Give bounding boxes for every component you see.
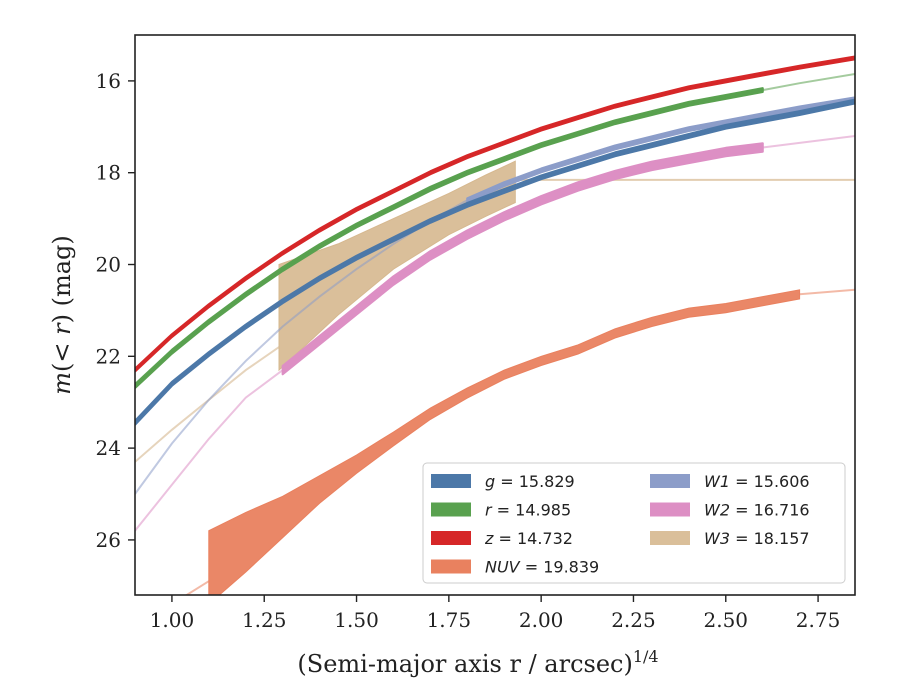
x-axis: 1.00 1.25 1.50 1.75 2.00 2.25 2.50 2.75 — [150, 595, 841, 632]
legend-item-g: g = 15.829 — [431, 472, 575, 491]
y-tick-label: 16 — [96, 69, 121, 93]
x-tick-label: 2.50 — [704, 608, 749, 632]
legend-item-r: r = 14.985 — [431, 501, 571, 520]
y-tick-label: 18 — [96, 161, 121, 185]
series-z-band — [135, 55, 855, 373]
series-nuv-faint-start — [184, 580, 210, 595]
series-w2-band — [281, 142, 764, 376]
x-tick-label: 1.25 — [242, 608, 287, 632]
legend-label-nuv: NUV = 19.839 — [485, 558, 599, 577]
x-tick-label: 1.50 — [334, 608, 379, 632]
legend-item-w3: W3 = 18.157 — [650, 529, 810, 548]
series-r-band — [135, 87, 764, 390]
legend-label-w2: W2 = 16.716 — [704, 501, 810, 520]
series-w2 — [135, 135, 855, 532]
y-axis-label-end: ) (mag) — [48, 235, 76, 323]
series-w1-band — [466, 96, 855, 204]
y-tick-label: 22 — [96, 344, 121, 368]
y-tick-label: 24 — [96, 436, 121, 460]
x-tick-label: 1.75 — [427, 608, 472, 632]
legend-swatch-r — [431, 502, 471, 517]
x-tick-label: 2.00 — [519, 608, 564, 632]
legend-swatch-w3 — [650, 531, 690, 545]
x-tick-label: 2.75 — [796, 608, 841, 632]
legend-label-w3: W3 = 18.157 — [704, 529, 810, 548]
legend-item-w2: W2 = 16.716 — [650, 501, 810, 520]
y-tick-label: 26 — [96, 528, 121, 552]
legend-swatch-w1 — [650, 474, 690, 488]
legend-item-w1: W1 = 15.606 — [650, 472, 810, 491]
legend-swatch-nuv — [431, 559, 471, 574]
x-tick-label: 1.00 — [150, 608, 195, 632]
series-g-band — [135, 98, 855, 426]
series-z-faint-line — [135, 57, 855, 371]
y-tick-label: 20 — [96, 253, 121, 277]
legend-item-z: z = 14.732 — [431, 529, 573, 548]
series-w3-band — [278, 160, 516, 372]
y-axis-label: m(< r) (mag) — [48, 235, 76, 395]
series-nuv-band — [208, 289, 801, 595]
x-axis-label: (Semi-major axis r / arcsec)1/4 — [297, 647, 658, 678]
legend-swatch-w2 — [650, 502, 690, 517]
legend-swatch-g — [431, 474, 471, 488]
y-axis-label-m: m — [48, 372, 76, 395]
legend-label-g: g = 15.829 — [485, 472, 575, 491]
legend-swatch-z — [431, 531, 471, 545]
series-layer — [135, 55, 855, 595]
legend-label-r: r = 14.985 — [485, 501, 571, 520]
series-w1 — [135, 96, 855, 495]
series-nuv-faint-end — [799, 288, 855, 296]
x-axis-label-exponent: 1/4 — [633, 647, 659, 666]
legend: g = 15.829 r = 14.985 z = 14.732 NUV = 19.8… — [422, 462, 846, 584]
legend-label-z: z = 14.732 — [484, 529, 573, 548]
series-w3 — [135, 160, 855, 463]
legend-label-w1: W1 = 15.606 — [704, 472, 810, 491]
x-axis-label-main: (Semi-major axis r / arcsec) — [297, 650, 632, 678]
series-g — [135, 98, 855, 426]
y-axis-label-mid: (< — [48, 335, 76, 372]
x-tick-label: 2.25 — [611, 608, 656, 632]
legend-box — [422, 462, 846, 584]
series-z — [135, 55, 855, 373]
plot-frame — [134, 34, 856, 596]
series-r — [135, 73, 855, 390]
legend-item-nuv: NUV = 19.839 — [431, 558, 599, 577]
series-nuv — [184, 288, 855, 595]
y-axis-label-r: r — [48, 322, 76, 335]
y-axis: 16 18 20 22 24 26 — [96, 69, 135, 552]
